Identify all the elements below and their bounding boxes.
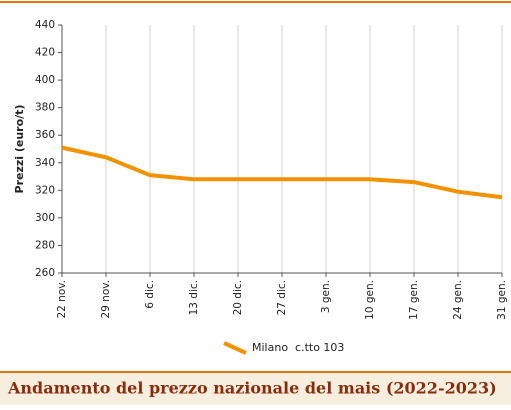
title-bar [0, 372, 511, 405]
x-tick-label: 10 gen. [364, 280, 376, 320]
data-line [61, 145, 503, 200]
y-tick-label: 320 [35, 184, 55, 196]
x-tick-label: 17 gen. [408, 280, 420, 320]
y-axis-label: Prezzi (euro/t) [13, 105, 26, 194]
y-tick-label: 400 [35, 74, 55, 86]
legend-swatch [223, 341, 247, 355]
x-tick-label: 27 dic. [276, 280, 288, 315]
y-tick-label: 280 [35, 239, 55, 251]
y-tick-label: 260 [35, 267, 55, 279]
x-tick-label: 6 dic. [144, 280, 156, 309]
chart-title: Andamento del prezzo nazionale del mais … [7, 379, 497, 398]
x-tick-label: 29 nov. [100, 280, 112, 319]
legend-label: Milano c.tto 103 [252, 341, 344, 354]
y-tick-label: 380 [35, 102, 55, 114]
x-tick-label: 13 dic. [188, 280, 200, 315]
x-tick-label: 20 dic. [232, 280, 244, 315]
x-tick-label: 22 nov. [56, 280, 68, 319]
x-tick-label: 31 gen. [496, 280, 508, 320]
y-tick-label: 420 [35, 47, 55, 59]
y-tick-label: 340 [35, 157, 55, 169]
y-tick-label: 440 [35, 19, 55, 31]
x-tick-label: 3 gen. [320, 280, 332, 313]
y-tick-label: 300 [35, 212, 55, 224]
x-tick-label: 24 gen. [452, 280, 464, 320]
y-tick-label: 360 [35, 129, 55, 141]
